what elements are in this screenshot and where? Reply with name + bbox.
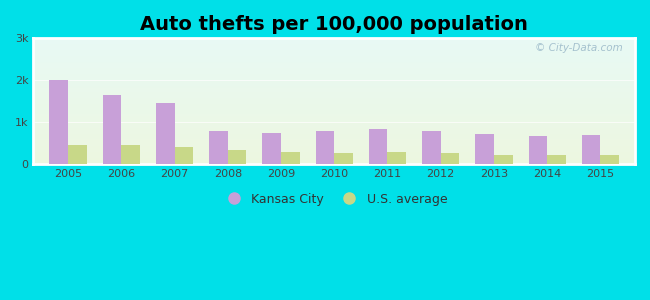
Legend: Kansas City, U.S. average: Kansas City, U.S. average (216, 188, 452, 211)
Bar (316, 131, 334, 164)
Bar (103, 95, 122, 164)
Bar (122, 145, 140, 164)
Bar (422, 131, 441, 164)
Bar (68, 145, 86, 164)
Bar (175, 147, 193, 164)
Bar (547, 155, 566, 164)
Bar (209, 131, 228, 164)
Bar (227, 149, 246, 164)
Bar (601, 154, 619, 164)
Bar (263, 133, 281, 164)
Bar (156, 103, 175, 164)
Bar (582, 135, 601, 164)
Bar (369, 129, 387, 164)
Bar (387, 152, 406, 164)
Bar (49, 80, 68, 164)
Bar (281, 152, 300, 164)
Text: © City-Data.com: © City-Data.com (535, 44, 623, 53)
Bar (494, 154, 513, 164)
Bar (441, 153, 460, 164)
Bar (334, 153, 353, 164)
Bar (475, 134, 494, 164)
Title: Auto thefts per 100,000 population: Auto thefts per 100,000 population (140, 15, 528, 34)
Bar (528, 136, 547, 164)
